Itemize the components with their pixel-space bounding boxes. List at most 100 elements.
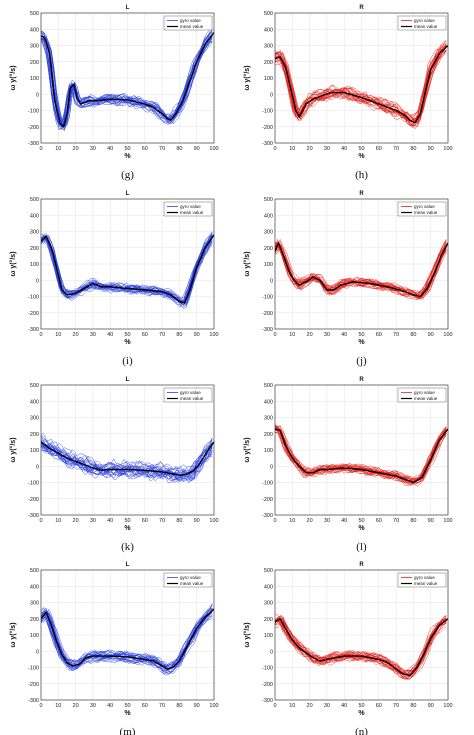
- x-tick-label: 40: [107, 146, 113, 152]
- axes-frame: [40, 569, 215, 701]
- x-tick-label: 50: [358, 518, 364, 524]
- y-axis-label: ω y(°/s): [243, 251, 251, 276]
- chart-title: L: [126, 377, 130, 383]
- x-tick-label: 90: [428, 146, 434, 152]
- y-tick-label: 400: [30, 213, 39, 219]
- gyro-trace: [41, 442, 213, 483]
- mean-line: [275, 428, 448, 484]
- x-tick-label: 10: [289, 146, 295, 152]
- y-tick-label: 500: [30, 197, 39, 203]
- gyro-trace: [41, 605, 213, 668]
- gyro-trace: [275, 238, 447, 292]
- y-tick-label: 100: [264, 262, 273, 268]
- y-tick-label: -300: [262, 698, 273, 704]
- y-tick-label: 200: [30, 60, 39, 66]
- x-tick-label: 50: [124, 332, 130, 338]
- x-tick-label: 80: [176, 703, 182, 709]
- y-tick-label: 300: [30, 601, 39, 607]
- gyro-trace: [41, 611, 213, 676]
- x-tick-label: 0: [39, 332, 42, 338]
- x-tick-label: 100: [209, 332, 218, 338]
- y-tick-label: 100: [264, 633, 273, 639]
- x-tick-label: 60: [376, 518, 382, 524]
- axes-frame: [40, 198, 215, 330]
- chart-title: L: [126, 191, 130, 197]
- legend-mean-label: mean value: [180, 396, 204, 401]
- y-tick-label: -200: [28, 497, 39, 503]
- x-tick-label: 0: [39, 146, 42, 152]
- x-axis-label: %: [124, 710, 131, 717]
- x-tick-label: 90: [428, 703, 434, 709]
- x-tick-label: 20: [73, 332, 79, 338]
- chart-panel: 0 10 20 30 40 50 60 70 80 90 100 500 400 300 200 100 0 -1…: [9, 562, 219, 735]
- x-tick-label: 80: [410, 703, 416, 709]
- y-tick-label: -200: [28, 682, 39, 688]
- x-tick-label: 60: [376, 146, 382, 152]
- y-tick-label: -100: [28, 295, 39, 301]
- legend-gyro-label: gyro value: [414, 18, 435, 23]
- x-tick-label: 70: [393, 332, 399, 338]
- x-tick-label: 70: [159, 146, 165, 152]
- gyro-trace: [275, 47, 447, 121]
- gyro-trace: [275, 50, 447, 128]
- x-tick-label: 60: [142, 332, 148, 338]
- x-tick-label: 50: [124, 703, 130, 709]
- legend-gyro-label: gyro value: [180, 390, 201, 395]
- y-tick-label: -100: [28, 481, 39, 487]
- x-tick-label: 80: [410, 332, 416, 338]
- legend-mean-label: mean value: [414, 210, 438, 215]
- x-tick-label: 20: [307, 332, 313, 338]
- x-tick-label: 10: [55, 703, 61, 709]
- x-tick-label: 100: [443, 518, 452, 524]
- x-tick-label: 30: [324, 518, 330, 524]
- y-tick-label: -300: [262, 513, 273, 519]
- x-tick-label: 50: [124, 518, 130, 524]
- y-tick-label: -200: [262, 682, 273, 688]
- panel-caption: (m): [120, 726, 136, 735]
- x-tick-label: 70: [393, 146, 399, 152]
- x-tick-label: 0: [39, 518, 42, 524]
- y-tick-label: 200: [264, 246, 273, 252]
- legend-mean-label: mean value: [180, 581, 204, 586]
- y-tick-label: 100: [30, 76, 39, 82]
- gyro-trace: [41, 433, 213, 475]
- gyro-traces: [275, 423, 448, 487]
- x-tick-label: 60: [142, 518, 148, 524]
- y-tick-label: 500: [30, 568, 39, 574]
- legend-gyro-label: gyro value: [180, 575, 201, 580]
- y-tick-label: 0: [270, 464, 273, 470]
- legend-mean-label: mean value: [180, 24, 204, 29]
- chart-panel: 0 10 20 30 40 50 60 70 80 90 100 500 400 300 200 100 0 -1…: [243, 377, 453, 553]
- gyro-trace: [41, 441, 213, 481]
- y-tick-label: 300: [264, 601, 273, 607]
- y-tick-label: -300: [262, 327, 273, 333]
- gyro-trace: [41, 446, 213, 484]
- gyro-trace: [275, 427, 447, 485]
- y-tick-label: 300: [30, 416, 39, 422]
- x-tick-label: 40: [107, 518, 113, 524]
- chart-panel: 0 10 20 30 40 50 60 70 80 90 100 500 400 300 200 100 0 -1…: [9, 191, 219, 367]
- x-tick-label: 80: [176, 332, 182, 338]
- axes-frame: [274, 12, 449, 144]
- x-tick-label: 0: [273, 703, 276, 709]
- gyro-traces: [41, 602, 214, 676]
- panel-caption: (j): [356, 355, 367, 367]
- x-tick-label: 100: [443, 332, 452, 338]
- y-tick-label: 200: [30, 246, 39, 252]
- x-tick-label: 10: [289, 518, 295, 524]
- chart-title: R: [359, 377, 364, 383]
- y-tick-label: 400: [30, 399, 39, 405]
- gyro-traces: [275, 238, 448, 301]
- y-tick-label: 100: [264, 76, 273, 82]
- y-tick-label: -100: [262, 666, 273, 672]
- y-tick-label: 300: [30, 44, 39, 50]
- mean-line: [275, 44, 448, 124]
- gyro-trace: [275, 618, 447, 675]
- gyro-trace: [41, 608, 213, 669]
- x-tick-label: 80: [410, 518, 416, 524]
- y-tick-label: 200: [30, 617, 39, 623]
- legend-mean-label: mean value: [414, 24, 438, 29]
- y-tick-label: -100: [262, 481, 273, 487]
- x-axis-label: %: [124, 525, 131, 532]
